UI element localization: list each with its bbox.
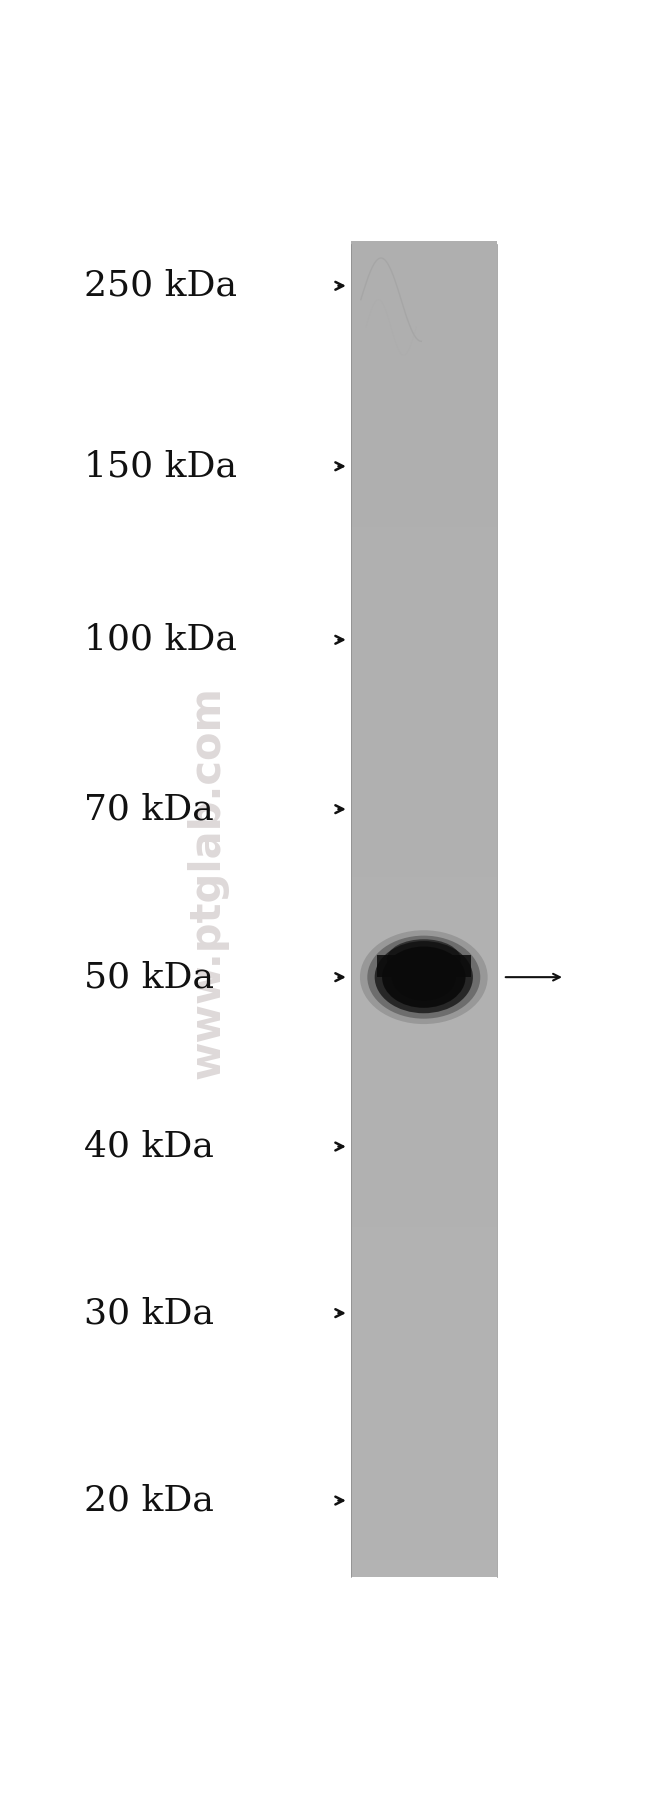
Bar — [351, 242, 497, 261]
Bar — [351, 1040, 497, 1060]
Ellipse shape — [382, 947, 465, 1008]
Bar — [351, 258, 497, 278]
Bar — [351, 407, 497, 427]
Bar — [351, 1275, 497, 1295]
Text: 150 kDa: 150 kDa — [84, 449, 237, 483]
Bar — [351, 1491, 497, 1511]
Bar — [351, 292, 497, 310]
Ellipse shape — [387, 939, 461, 979]
Text: 40 kDa: 40 kDa — [84, 1129, 214, 1163]
Text: 250 kDa: 250 kDa — [84, 269, 237, 303]
Bar — [351, 1524, 497, 1543]
Bar — [351, 1558, 497, 1578]
Bar — [351, 709, 497, 727]
Bar — [351, 757, 497, 777]
Bar — [351, 1024, 497, 1044]
Bar — [351, 1307, 497, 1327]
Bar — [351, 1158, 497, 1177]
Bar — [351, 1258, 497, 1277]
Bar — [376, 956, 471, 977]
Bar — [351, 674, 497, 694]
Bar — [351, 1358, 497, 1377]
Bar — [351, 1408, 497, 1426]
Ellipse shape — [367, 936, 480, 1019]
Bar — [351, 1141, 497, 1161]
Bar — [351, 858, 497, 878]
Bar — [351, 1424, 497, 1444]
Bar — [351, 874, 497, 894]
Text: 30 kDa: 30 kDa — [84, 1296, 214, 1331]
Bar — [351, 992, 497, 1010]
Bar — [351, 591, 497, 611]
Bar — [351, 1240, 497, 1260]
Bar — [351, 957, 497, 977]
Bar — [351, 792, 497, 811]
Bar — [351, 741, 497, 761]
Bar — [351, 925, 497, 943]
Text: www.ptglab.com: www.ptglab.com — [186, 687, 228, 1080]
Bar — [351, 941, 497, 961]
Ellipse shape — [392, 954, 456, 1001]
Bar — [351, 442, 497, 462]
Text: 100 kDa: 100 kDa — [84, 622, 237, 656]
Bar — [351, 458, 497, 478]
Bar — [351, 1507, 497, 1527]
Text: 20 kDa: 20 kDa — [84, 1484, 214, 1518]
Bar — [351, 541, 497, 561]
Bar — [351, 424, 497, 444]
Bar — [351, 840, 497, 860]
Ellipse shape — [374, 941, 473, 1013]
Bar — [351, 974, 497, 993]
Bar — [351, 274, 497, 294]
Text: 50 kDa: 50 kDa — [84, 961, 214, 993]
Bar — [351, 325, 497, 344]
Bar — [351, 1390, 497, 1410]
Bar — [351, 575, 497, 593]
Bar — [351, 1192, 497, 1210]
Bar — [351, 624, 497, 644]
Bar — [351, 658, 497, 678]
Bar — [351, 557, 497, 577]
Bar — [351, 508, 497, 526]
Bar — [351, 341, 497, 361]
Bar — [351, 608, 497, 627]
Bar — [351, 907, 497, 927]
Bar — [351, 891, 497, 911]
Bar — [351, 1475, 497, 1493]
Bar — [351, 490, 497, 510]
Bar — [351, 1058, 497, 1076]
Bar — [351, 1457, 497, 1477]
Bar — [351, 375, 497, 395]
Bar — [351, 1291, 497, 1311]
Bar — [351, 525, 497, 545]
Bar — [351, 1224, 497, 1244]
Bar — [351, 474, 497, 494]
Bar — [351, 359, 497, 377]
Bar — [351, 1441, 497, 1460]
Text: 70 kDa: 70 kDa — [84, 792, 213, 826]
Bar — [351, 1075, 497, 1094]
Bar — [351, 1542, 497, 1560]
Bar — [351, 1174, 497, 1194]
Bar — [351, 808, 497, 828]
Bar — [351, 1374, 497, 1394]
Bar — [351, 691, 497, 710]
Bar — [351, 1341, 497, 1359]
Bar — [351, 1323, 497, 1343]
Ellipse shape — [360, 930, 488, 1024]
Bar — [351, 642, 497, 660]
Bar — [351, 725, 497, 745]
Bar — [351, 1091, 497, 1111]
Bar — [351, 308, 497, 328]
Bar — [351, 1208, 497, 1228]
Bar — [351, 1107, 497, 1127]
Bar — [351, 391, 497, 411]
Bar — [351, 824, 497, 844]
Bar — [351, 775, 497, 793]
Bar — [351, 1008, 497, 1028]
Bar — [351, 1125, 497, 1143]
